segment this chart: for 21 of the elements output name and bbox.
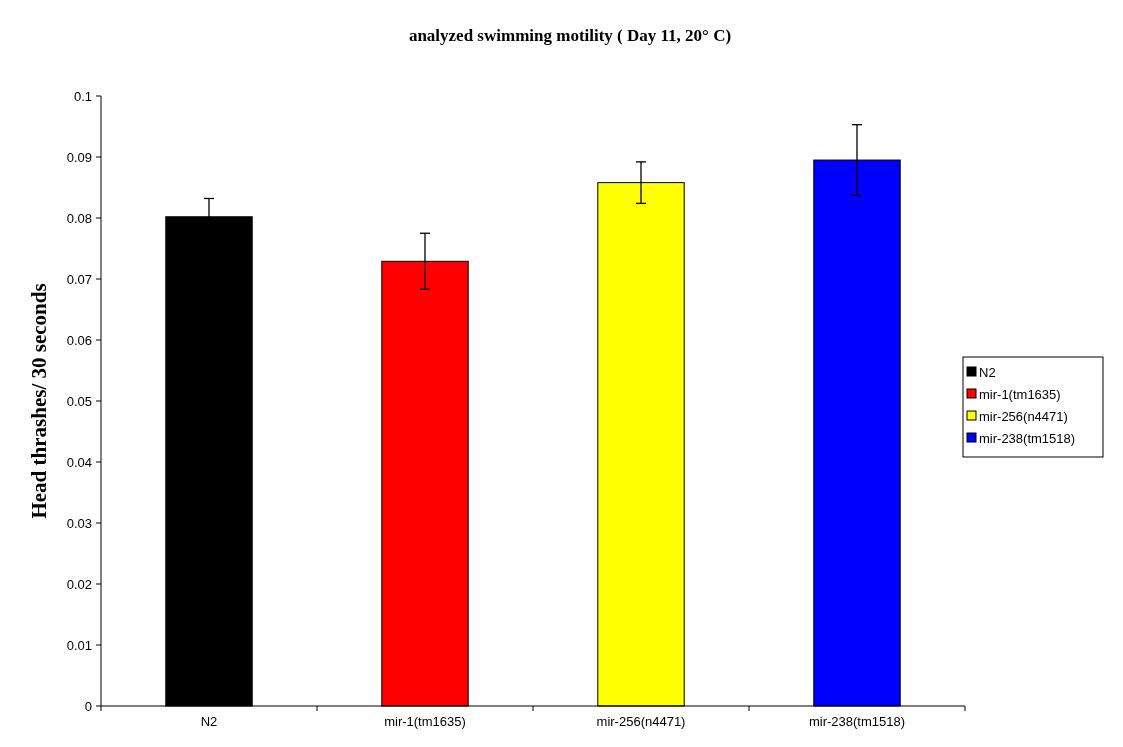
- y-tick-label: 0.03: [66, 515, 92, 531]
- y-tick-label: 0.1: [73, 88, 92, 104]
- y-axis-title: Head thrashes/ 30 seconds: [27, 283, 51, 519]
- x-tick-label: N2: [200, 714, 218, 729]
- legend-label: mir-1(tm1635): [979, 386, 1061, 402]
- y-tick-label: 0.07: [66, 271, 92, 287]
- x-tick-label: mir-256(n4471): [596, 714, 686, 729]
- legend-label: mir-256(n4471): [979, 408, 1068, 424]
- y-tick-label: 0.05: [66, 393, 92, 409]
- y-tick-label: 0.06: [66, 332, 92, 348]
- y-tick-label: 0.08: [66, 210, 92, 226]
- legend-label: mir-238(tm1518): [979, 430, 1076, 446]
- x-tick-label: mir-1(tm1635): [384, 714, 466, 729]
- y-tick-label: 0: [84, 698, 92, 714]
- legend-label: N2: [979, 364, 996, 380]
- chart-title: analyzed swimming motility ( Day 11, 20° C): [408, 26, 732, 45]
- y-tick-label: 0.02: [66, 576, 92, 592]
- x-tick-label: mir-238(tm1518): [808, 714, 906, 729]
- y-tick-label: 0.09: [66, 149, 92, 165]
- y-tick-label: 0.01: [66, 637, 92, 653]
- y-tick-label: 0.04: [66, 454, 92, 470]
